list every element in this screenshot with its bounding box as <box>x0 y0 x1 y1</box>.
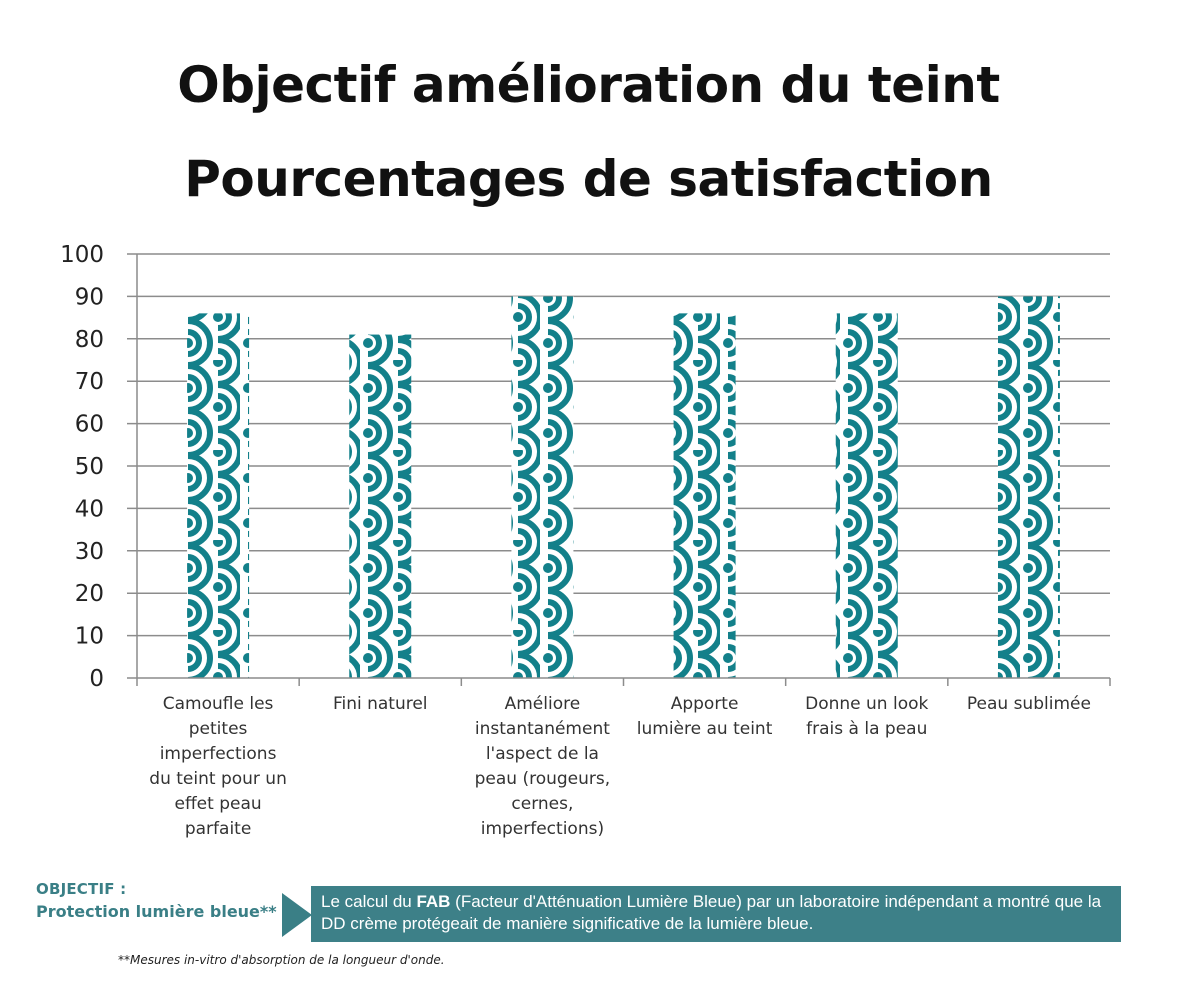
x-tick-label: Camoufle les petites imperfections du teint… <box>134 692 302 842</box>
bar <box>835 313 898 678</box>
bar-chart: 0 10 20 30 40 50 60 70 80 90 100 <box>60 242 1111 692</box>
y-tick-label: 40 <box>75 496 104 522</box>
y-tick-label: 70 <box>75 369 104 395</box>
y-tick-label: 10 <box>75 624 104 650</box>
x-tick-label-line: Camoufle les <box>162 694 274 714</box>
info-text-bold: FAB <box>416 892 451 911</box>
bar <box>511 296 574 678</box>
footnote: **Mesures in-vitro d'absorption de la lo… <box>118 953 445 967</box>
objective-label: OBJECTIF : Protection lumière bleue** <box>36 880 277 921</box>
x-tick-label-line: Peau sublimée <box>966 694 1091 714</box>
x-tick-label-line: instantanément <box>474 719 610 739</box>
x-tick-label: Améliore instantanément l'aspect de la peau… <box>458 692 626 842</box>
y-tick-label: 90 <box>75 284 104 310</box>
x-tick-label: Fini naturel <box>296 692 464 717</box>
x-tick-label-line: parfaite <box>184 819 252 839</box>
y-tick-label: 0 <box>89 666 104 692</box>
objective-subtitle: Protection lumière bleue** <box>36 902 277 921</box>
chart-subtitle: Pourcentages de satisfaction <box>184 150 993 208</box>
x-tick-label-line: petites <box>188 719 248 739</box>
y-tick-label: 20 <box>75 581 104 607</box>
info-text-after: (Facteur d'Atténuation Lumière Bleue) pa… <box>321 892 1102 933</box>
x-tick-label: Donne un look frais à la peau <box>783 692 951 742</box>
x-axis <box>127 254 1111 686</box>
y-axis-ticks: 0 10 20 30 40 50 60 70 80 90 100 <box>60 242 104 692</box>
info-text-before: Le calcul du <box>321 892 417 911</box>
x-tick-label-line: Améliore <box>504 694 581 714</box>
x-tick-label-line: Apporte <box>670 694 739 714</box>
x-tick-label-line: imperfections) <box>480 819 605 839</box>
x-tick-label-line: imperfections <box>159 744 277 764</box>
x-tick-label-line: effet peau <box>174 794 262 814</box>
y-tick-label: 80 <box>75 327 104 353</box>
gridlines <box>127 253 1110 637</box>
x-tick-label-line: cernes, <box>511 794 574 814</box>
y-tick-label: 30 <box>75 539 104 565</box>
objective-title: OBJECTIF : <box>36 880 127 898</box>
arrow-icon <box>282 893 312 937</box>
bars <box>187 296 1060 678</box>
x-tick-label-line: l'aspect de la <box>485 744 599 764</box>
x-tick-label: Peau sublimée <box>945 692 1113 717</box>
x-tick-label-line: frais à la peau <box>806 719 928 739</box>
x-tick-label: Apporte lumière au teint <box>621 692 789 742</box>
x-tick-label-line: Fini naturel <box>332 694 428 714</box>
y-tick-label: 100 <box>60 242 104 268</box>
x-tick-label-line: lumière au teint <box>636 719 773 739</box>
x-tick-label-line: Donne un look <box>805 694 929 714</box>
y-tick-label: 50 <box>75 454 104 480</box>
bar <box>349 334 412 678</box>
bar <box>187 313 250 678</box>
x-tick-label-line: peau (rougeurs, <box>474 769 611 789</box>
x-tick-label-line: du teint pour un <box>149 769 287 789</box>
chart-title: Objectif amélioration du teint <box>177 56 1000 114</box>
bar <box>997 296 1060 678</box>
y-tick-label: 60 <box>75 412 104 438</box>
bar <box>673 313 736 678</box>
info-box: Le calcul du FAB (Facteur d'Atténuation … <box>311 886 1121 942</box>
